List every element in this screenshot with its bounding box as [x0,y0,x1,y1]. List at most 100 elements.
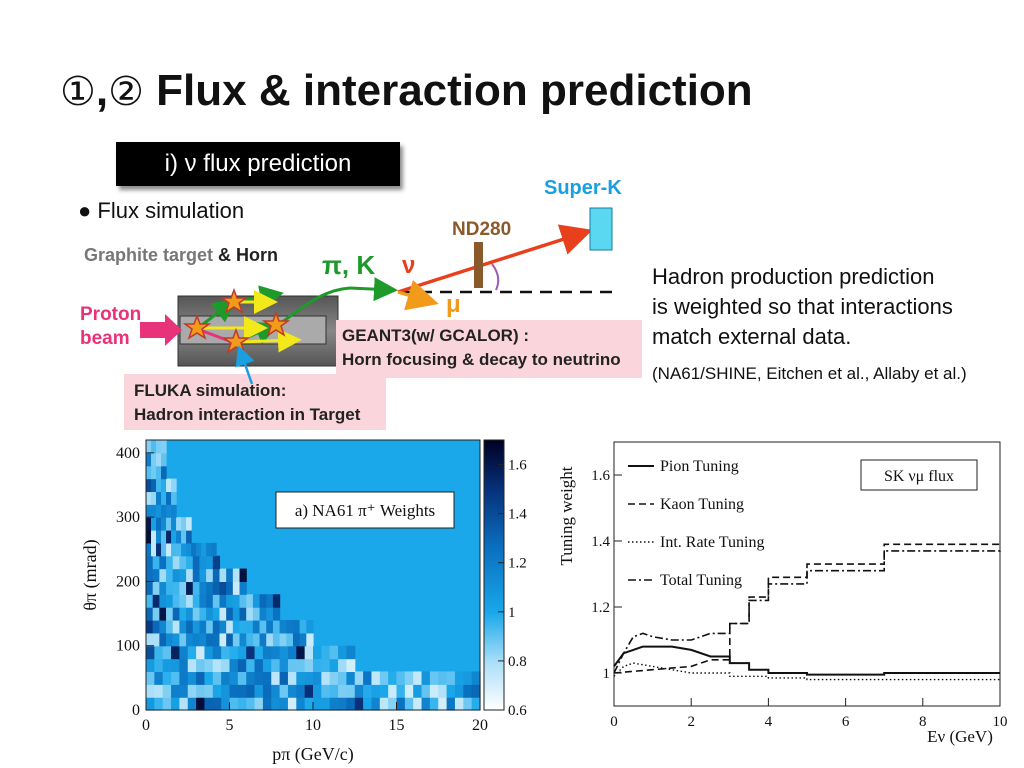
heatmap-cell [296,658,306,673]
heatmap-cell [246,684,256,698]
heatmap-cell [146,632,154,647]
heatmap-cell [272,620,281,634]
heatmap-cell [463,684,473,698]
heatmap-cell [171,530,177,544]
heatmap-cell [166,478,172,493]
heatmap-cell [421,671,431,685]
heatmap-cell [304,671,314,685]
heatmap-cell [271,684,281,698]
heatmap-cell [292,632,301,647]
heatmap-cell [252,632,261,647]
heatmap-x-tick-label: 15 [389,717,405,734]
heatmap-cell [179,581,187,595]
heatmap-cell [176,542,182,557]
heatmap-cell [206,555,214,570]
geant-box [336,320,642,378]
linechart-x-tick-label: 8 [919,714,927,730]
linechart-ticks: 0 2 4 6 8 10 1 1.2 1.4 1.6 [591,468,1007,730]
heatmap-cell [262,671,272,685]
heatmap-cell [226,632,234,647]
heatmap-cell [346,684,356,698]
heatmap-cell [212,697,222,711]
heatmap-cell [313,697,322,711]
heatmap-cell [179,684,189,698]
heatmap-cell [254,658,264,673]
heatmap-cell [154,658,164,673]
heatmap-cell [279,645,289,660]
heatmap-cell [246,620,254,634]
heatmap-cell [404,671,414,685]
heatmap-cell [212,684,222,698]
heatmap-cell [146,607,154,621]
heatmap-cell [179,671,189,685]
proton-label-line2: beam [80,328,130,349]
heatmap-cell [329,697,339,711]
heatmap-cell [396,684,406,698]
heatmap-cell [346,658,356,673]
heatmap-cell [296,684,306,698]
heatmap-cell [199,594,207,608]
heatmap-cell [196,697,206,711]
heatmap-cell [199,620,207,634]
heatmap-cell [446,671,456,685]
heatmap-cell [313,658,322,673]
heatmap-colorbar [483,439,505,711]
heatmap-cell [232,607,241,621]
heatmap-cell [192,568,201,583]
heatmap-cell [159,594,167,608]
heatmap-cell [262,658,272,673]
heatmap-cell [266,632,274,647]
heatmap-cell [226,568,234,583]
heatmap-cell [429,671,439,685]
heatmap-cell [162,671,172,685]
heatmap-cell [221,684,231,698]
target-label-graphite: Graphite target [84,245,213,265]
heatmap-cell [212,568,221,583]
heatmap-cell [272,607,281,621]
heatmap-cell [239,632,247,647]
heatmap-cell [154,697,164,711]
heatmap-cell [279,697,289,711]
heatmap-cell [146,697,155,711]
heatmap-cell [246,607,254,621]
heatmap-cell [321,645,331,660]
fluka-box [124,374,386,430]
linechart-x-axis-label: Eν (GeV) [927,727,993,746]
heatmap-cell [446,697,456,711]
heatmap-cell [166,620,174,634]
secondary-track-3 [235,328,302,353]
heatmap-cell [396,671,406,685]
heatmap-cell [204,658,214,673]
heatmap-cell [321,684,331,698]
heatmap-cell [304,684,314,698]
heatmap-cell [212,620,221,634]
heatmap-cell [186,620,194,634]
linechart-y-axis-label: Tuning weight [557,466,576,565]
colorbar-tick-label: 0.8 [508,654,527,670]
heatmap-cell [232,632,241,647]
heatmap-x-tick-label: 10 [305,717,321,734]
proton-beam-arrow [140,314,182,346]
heatmap-cell [161,530,167,544]
muon-arrow [397,279,439,311]
title-text: Flux & interaction prediction [143,66,753,115]
geant-line1: GEANT3(w/ GCALOR) : [342,326,529,345]
heatmap-cell [151,517,157,531]
heatmap-cell [271,671,281,685]
heatmap-cell [413,684,423,698]
heatmap-cell [346,671,356,685]
heatmap-cell [146,581,154,595]
interaction-star-2 [219,287,249,314]
heatmap-cell [156,517,162,531]
heatmap-cell [186,542,192,557]
heatmap-cell [146,465,152,480]
heatmap-cell [287,645,297,660]
heatmap-cell [192,632,201,647]
heatmap-cell [156,478,162,493]
heatmap-cell [363,684,373,698]
heatmap-cell [161,452,167,467]
heatmap-cell [338,697,347,711]
heatmap-cell [463,671,473,685]
hadron-line-3: match external data. [652,324,852,349]
heatmap-cell [354,684,364,698]
